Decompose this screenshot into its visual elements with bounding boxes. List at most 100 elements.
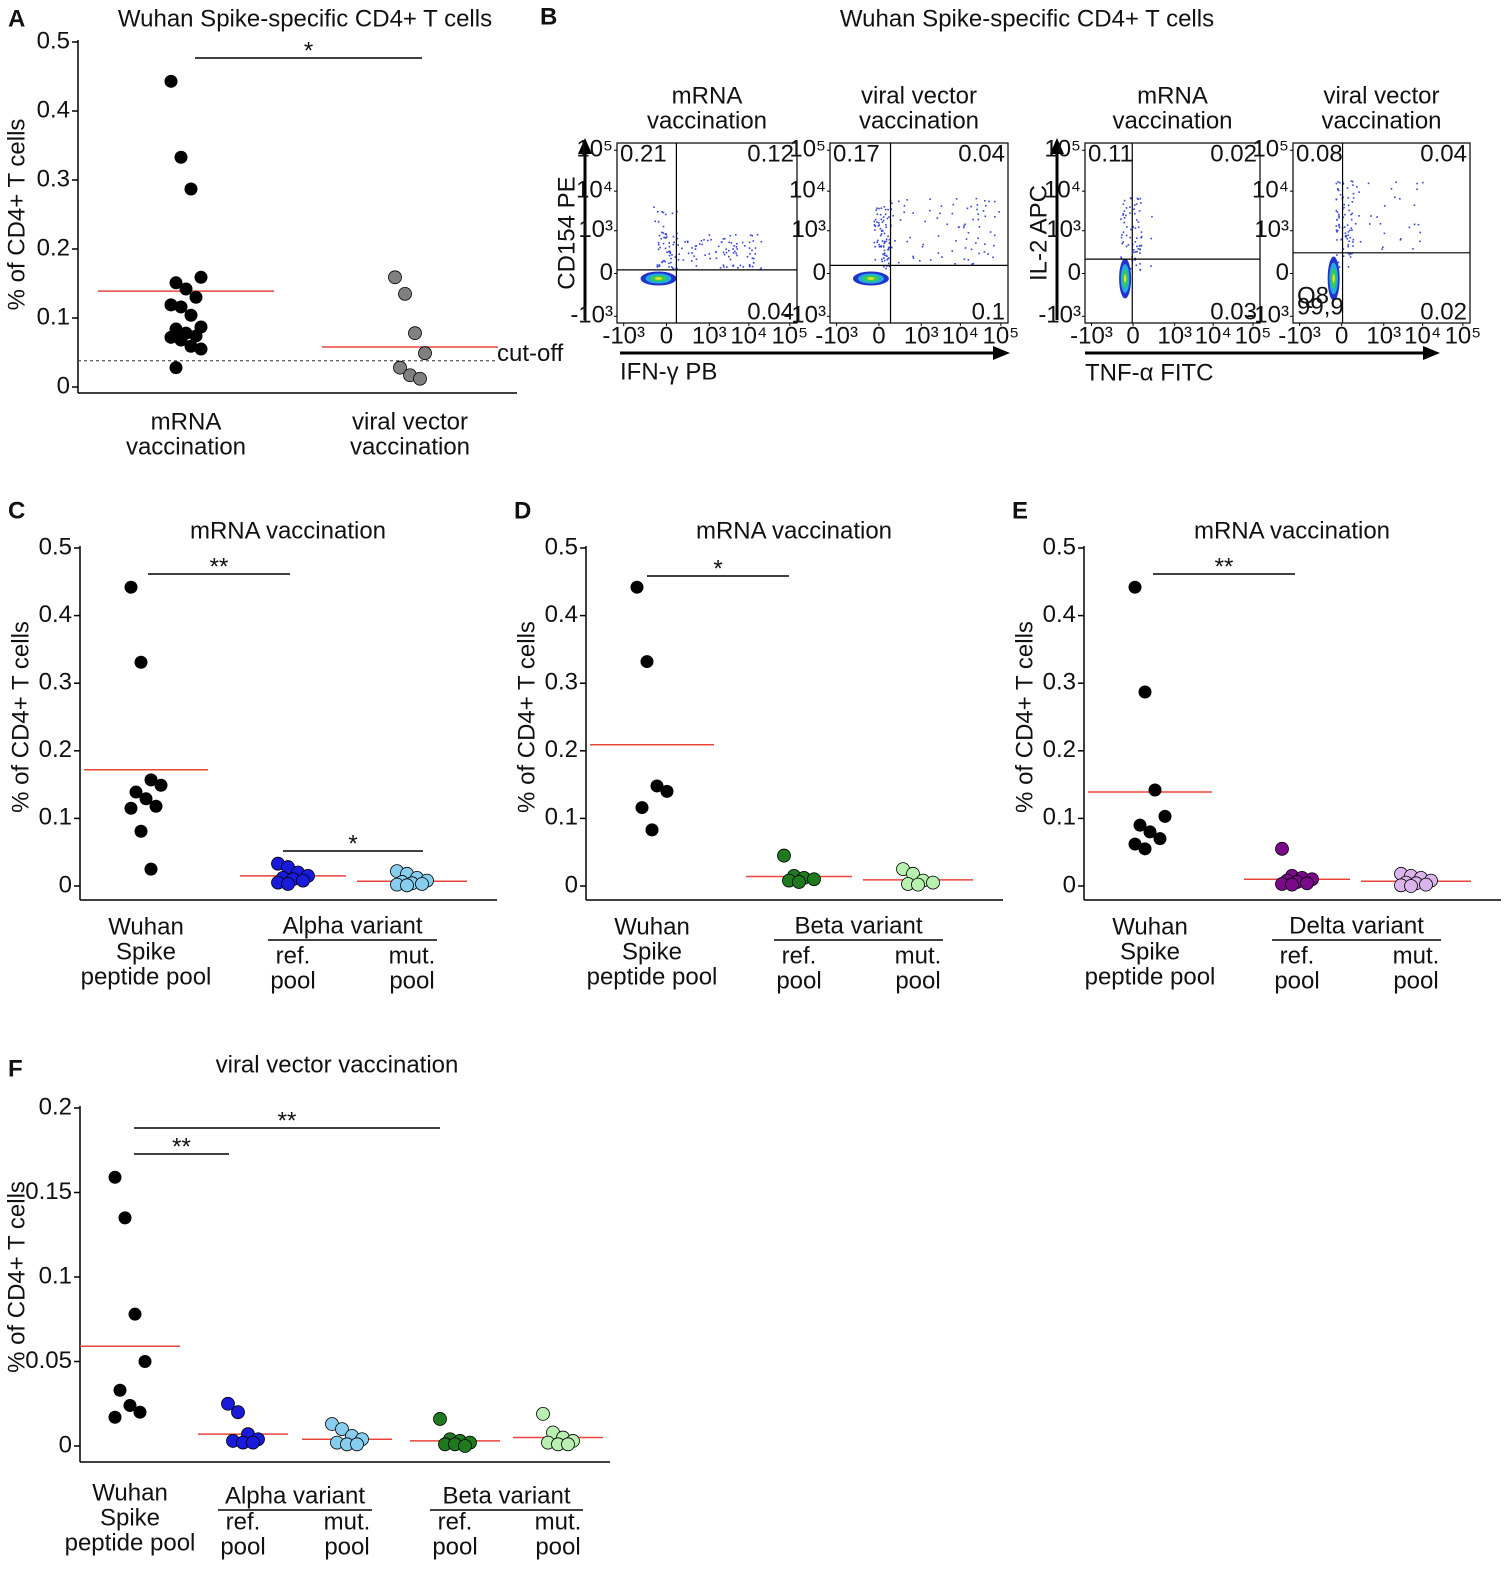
event-dot [733,250,736,253]
event-dot [670,257,672,260]
data-point [194,270,208,284]
event-dot [882,219,885,222]
event-dot [670,261,672,264]
event-dot [752,257,755,260]
data-point [184,339,198,353]
data-point [134,655,148,669]
event-dot [676,237,679,240]
event-dot [883,254,886,256]
panel-letter: F [8,1055,23,1082]
event-dot [1130,228,1132,231]
event-dot [885,238,888,241]
event-dot [1337,181,1339,183]
event-dot [671,267,674,269]
event-dot [669,252,672,255]
event-dot [883,232,886,235]
event-dot [975,197,978,200]
event-dot [1129,197,1132,199]
y-tick-label: 0.5 [37,27,70,54]
event-dot [666,236,668,238]
data-point [561,1437,575,1452]
event-dot [1335,209,1338,212]
event-dot [1123,210,1126,212]
event-dot [760,267,762,269]
event-dot [873,224,876,226]
event-dot [708,234,711,236]
quadrant-value: 0.03 [1210,298,1257,325]
event-dot [1130,197,1133,200]
event-dot [879,213,882,216]
event-dot [722,264,725,266]
event-dot [887,262,890,265]
x-tick-label: 10³ [1366,322,1401,349]
event-dot [876,241,879,244]
event-dot [661,210,663,213]
event-dot [1351,229,1353,231]
category-label: mut. [1393,942,1440,969]
event-dot [1135,237,1138,239]
event-dot [1336,239,1338,241]
event-dot [993,234,996,237]
event-dot [695,265,698,267]
event-dot [878,245,881,248]
event-dot [1139,197,1142,200]
y-axis-label: IL-2 APC [1025,185,1052,281]
event-dot [754,247,757,249]
data-point [231,1405,245,1420]
plot-frame [829,142,1009,324]
event-dot [1135,219,1138,221]
event-dot [885,226,887,229]
event-dot [878,222,880,224]
event-dot [1356,185,1358,188]
data-point [415,877,429,891]
event-dot [1358,191,1360,193]
variant-label: Beta variant [442,1482,570,1509]
data-point [164,298,178,312]
event-dot [880,218,883,221]
event-dot [976,204,979,206]
event-dot [887,248,890,251]
data-point [221,1396,235,1411]
event-dot [1376,216,1378,218]
y-tick-label: -10³ [783,302,826,329]
event-dot [662,242,665,245]
event-dot [752,240,755,242]
event-dot [954,263,956,265]
event-dot [951,212,954,215]
x-tick-label: -10³ [1070,322,1113,349]
event-dot [1347,197,1350,199]
event-dot [1351,180,1354,183]
category-label: peptide pool [81,963,212,990]
y-tick-label: 0.2 [545,736,578,763]
event-dot [665,233,668,236]
event-dot [1344,213,1346,216]
event-dot [885,223,887,226]
x-axis-label: IFN-γ PB [620,358,717,385]
event-dot [1134,241,1137,243]
event-dot [888,216,890,218]
event-dot [1120,218,1122,220]
event-dot [717,245,720,248]
y-tick-label: 0 [565,871,578,898]
category-label: ref. [226,1508,261,1535]
data-point [174,150,188,164]
x-tick-label: 10⁴ [1195,322,1232,349]
plot-title: mRNA [672,82,743,109]
arrow-head [578,138,592,154]
data-point [1133,818,1147,832]
event-dot [1347,245,1349,248]
event-dot [670,266,673,268]
event-dot [875,209,878,211]
event-dot [881,229,883,232]
data-point [660,784,674,798]
quadrant-value: 0.04 [1420,140,1467,167]
event-dot [967,259,970,261]
event-dot [888,238,891,241]
y-axis-label: % of CD4+ T cells [3,1181,30,1373]
category-label: mut. [324,1508,371,1535]
event-dot [1352,241,1354,243]
data-point [124,801,138,815]
event-dot [1350,213,1352,216]
event-dot [984,243,986,245]
y-tick-label: 0.4 [37,96,70,123]
